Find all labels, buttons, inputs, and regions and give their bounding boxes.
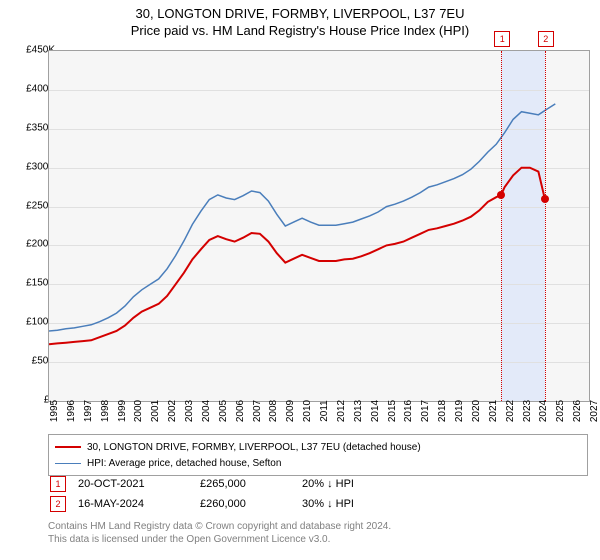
sale-marker-label: 2 (538, 31, 554, 47)
xtick-label: 2015 (387, 400, 398, 422)
xtick-label: 1998 (100, 400, 111, 422)
xtick-label: 2008 (268, 400, 279, 422)
series-line-hpi (49, 104, 555, 331)
xtick-label: 2024 (538, 400, 549, 422)
xtick-label: 2000 (133, 400, 144, 422)
xtick-label: 2025 (555, 400, 566, 422)
xtick-label: 2006 (235, 400, 246, 422)
sale-row: 2 16-MAY-2024 £260,000 30% HPI (48, 494, 588, 514)
sale-scatter-marker (497, 191, 505, 199)
xtick-label: 2022 (505, 400, 516, 422)
xtick-label: 2014 (370, 400, 381, 422)
xtick-label: 2011 (319, 400, 330, 422)
xtick-label: 1995 (49, 400, 60, 422)
sale-idx-box: 2 (50, 496, 66, 512)
xtick-label: 2012 (336, 400, 347, 422)
sale-pct: 20% HPI (302, 478, 442, 490)
sale-pct: 30% HPI (302, 498, 442, 510)
down-arrow-icon (327, 498, 333, 510)
xtick-label: 2007 (252, 400, 263, 422)
sale-vline (545, 51, 546, 401)
sale-marker-label: 1 (494, 31, 510, 47)
sale-scatter-marker (541, 195, 549, 203)
xtick-label: 1996 (66, 400, 77, 422)
legend-box: 30, LONGTON DRIVE, FORMBY, LIVERPOOL, L3… (48, 434, 588, 476)
xtick-label: 2010 (302, 400, 313, 422)
xtick-label: 2001 (150, 400, 161, 422)
sale-row: 1 20-OCT-2021 £265,000 20% HPI (48, 474, 588, 494)
sale-date: 20-OCT-2021 (78, 478, 188, 490)
xtick-label: 1997 (83, 400, 94, 422)
chart-title-main: 30, LONGTON DRIVE, FORMBY, LIVERPOOL, L3… (0, 6, 600, 21)
xtick-label: 2018 (437, 400, 448, 422)
sales-table: 1 20-OCT-2021 £265,000 20% HPI 2 16-MAY-2024 £… (48, 474, 588, 514)
xtick-label: 2003 (184, 400, 195, 422)
xtick-label: 2021 (488, 400, 499, 422)
chart-lines (49, 51, 589, 401)
xtick-label: 2009 (285, 400, 296, 422)
xtick-label: 2016 (403, 400, 414, 422)
footer-line1: Contains HM Land Registry data © Crown c… (48, 520, 391, 533)
xtick-label: 2027 (589, 400, 600, 422)
sale-price: £265,000 (200, 478, 290, 490)
xtick-label: 2023 (522, 400, 533, 422)
xtick-label: 2013 (353, 400, 364, 422)
xtick-label: 2017 (420, 400, 431, 422)
legend-swatch-subject (55, 446, 81, 448)
legend-row-subject: 30, LONGTON DRIVE, FORMBY, LIVERPOOL, L3… (55, 439, 581, 455)
xtick-label: 2019 (454, 400, 465, 422)
legend-label-hpi: HPI: Average price, detached house, Seft… (87, 458, 281, 469)
down-arrow-icon (327, 478, 333, 490)
sale-idx-box: 1 (50, 476, 66, 492)
sale-price: £260,000 (200, 498, 290, 510)
xtick-label: 2020 (471, 400, 482, 422)
legend-row-hpi: HPI: Average price, detached house, Seft… (55, 455, 581, 471)
series-line-subject (49, 168, 545, 345)
xtick-label: 1999 (117, 400, 128, 422)
xtick-label: 2026 (572, 400, 583, 422)
footer-text: Contains HM Land Registry data © Crown c… (48, 520, 391, 546)
legend-swatch-hpi (55, 463, 81, 464)
sale-vline (501, 51, 502, 401)
legend-label-subject: 30, LONGTON DRIVE, FORMBY, LIVERPOOL, L3… (87, 442, 421, 453)
chart-plot-area: 12 1995199619971998199920002001200220032… (48, 50, 590, 402)
sale-date: 16-MAY-2024 (78, 498, 188, 510)
xtick-label: 2005 (218, 400, 229, 422)
xtick-label: 2004 (201, 400, 212, 422)
footer-line2: This data is licensed under the Open Gov… (48, 533, 391, 546)
xtick-label: 2002 (167, 400, 178, 422)
